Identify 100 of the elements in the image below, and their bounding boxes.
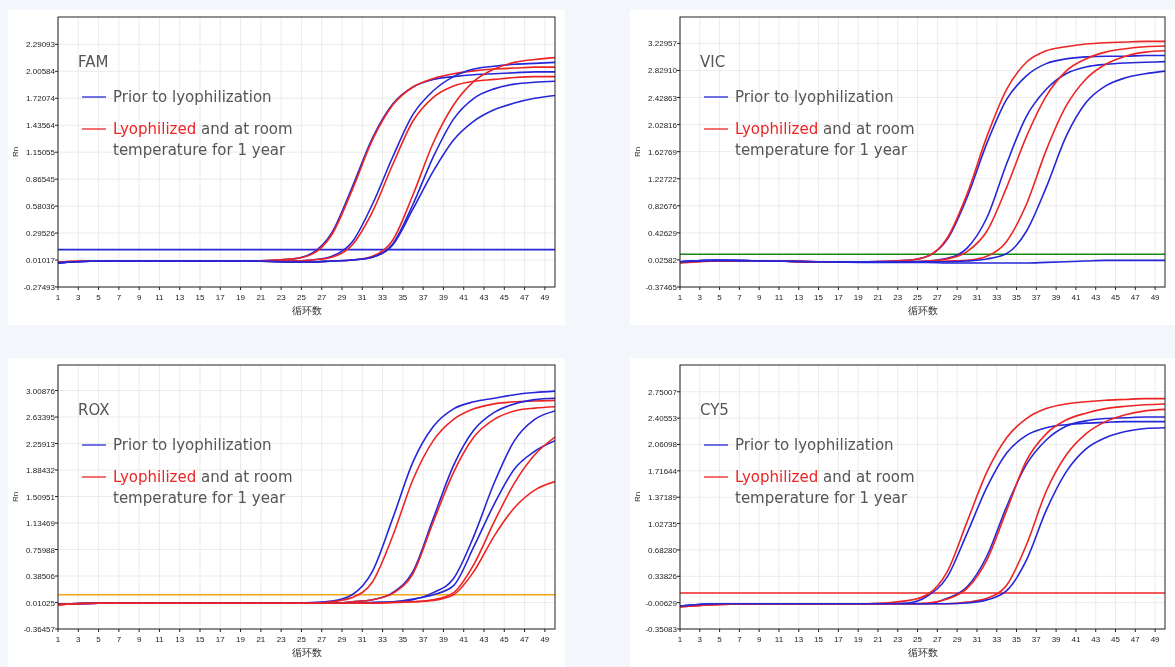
x-tick-label: 11 bbox=[155, 635, 165, 644]
x-tick-label: 35 bbox=[1012, 635, 1022, 644]
x-tick-label: 41 bbox=[459, 293, 469, 302]
legend-label: Lyophilized and at room temperature for 1 year bbox=[113, 120, 293, 159]
y-tick-label: 2.75007 bbox=[648, 387, 678, 397]
x-tick-label: 35 bbox=[1012, 293, 1022, 302]
y-tick-label: 1.71644 bbox=[648, 466, 678, 476]
x-axis-title: 循环数 bbox=[907, 305, 938, 316]
legend-label: Prior to lyophilization bbox=[113, 88, 272, 106]
x-tick-label: 3 bbox=[76, 293, 82, 302]
x-tick-label: 13 bbox=[794, 635, 804, 644]
y-tick-label: 1.37189 bbox=[648, 493, 678, 503]
x-tick-label: 41 bbox=[1071, 293, 1081, 302]
x-tick-label: 45 bbox=[499, 293, 510, 302]
x-tick-label: 43 bbox=[479, 293, 489, 302]
x-tick-label: 19 bbox=[853, 293, 864, 302]
x-tick-label: 39 bbox=[438, 293, 449, 302]
text: ROX bbox=[78, 401, 110, 419]
y-tick-label: 0.58036 bbox=[26, 202, 56, 212]
x-tick-label: 21 bbox=[256, 635, 266, 644]
x-tick-label: 1 bbox=[677, 293, 683, 302]
x-tick-label: 5 bbox=[717, 293, 723, 302]
x-tick-label: 25 bbox=[913, 635, 923, 644]
x-tick-label: 25 bbox=[913, 293, 923, 302]
y-tick-label: 0.02582 bbox=[648, 255, 678, 265]
x-tick-label: 49 bbox=[1150, 635, 1161, 644]
y-axis-title: Rn bbox=[633, 146, 642, 158]
x-tick-label: 31 bbox=[357, 635, 368, 644]
x-tick-label: 33 bbox=[992, 293, 1002, 302]
x-tick-label: 47 bbox=[520, 293, 530, 302]
y-tick-label: 0.01025 bbox=[26, 598, 56, 608]
y-axis-title: Rn bbox=[633, 491, 642, 503]
x-tick-label: 35 bbox=[398, 293, 408, 302]
legend-label: Lyophilized and at room temperature for 1 year bbox=[735, 120, 915, 159]
x-tick-label: 47 bbox=[1130, 293, 1141, 302]
x-tick-label: 27 bbox=[932, 293, 943, 302]
x-tick-label: 17 bbox=[215, 635, 226, 644]
x-tick-label: 21 bbox=[873, 635, 883, 644]
y-tick-label: 1.62769 bbox=[648, 147, 678, 157]
x-tick-label: 7 bbox=[116, 635, 122, 644]
x-tick-label: 17 bbox=[833, 293, 844, 302]
y-tick-label: 0.33826 bbox=[648, 572, 678, 582]
x-tick-label: 33 bbox=[992, 635, 1002, 644]
x-tick-label: 29 bbox=[337, 293, 347, 302]
y-tick-label: -0.37465 bbox=[645, 283, 678, 292]
y-tick-label: 1.72074 bbox=[26, 94, 56, 104]
x-tick-label: 11 bbox=[774, 635, 784, 644]
x-tick-label: 5 bbox=[717, 635, 723, 644]
x-tick-label: 1 bbox=[55, 635, 61, 644]
x-tick-label: 45 bbox=[1111, 293, 1121, 302]
x-tick-label: 3 bbox=[76, 635, 82, 644]
x-tick-label: 31 bbox=[972, 635, 982, 644]
x-tick-label: 39 bbox=[1051, 635, 1062, 644]
y-tick-label: 0.29526 bbox=[26, 229, 56, 239]
x-tick-label: 7 bbox=[737, 293, 743, 302]
x-tick-label: 37 bbox=[1031, 293, 1042, 302]
x-tick-label: 21 bbox=[873, 293, 883, 302]
y-tick-label: 0.68280 bbox=[648, 545, 678, 555]
x-tick-label: 45 bbox=[1111, 635, 1121, 644]
x-tick-label: 23 bbox=[276, 293, 287, 302]
x-tick-label: 15 bbox=[814, 635, 824, 644]
x-tick-label: 43 bbox=[479, 635, 489, 644]
legend-label: Lyophilized and at room temperature for 1 year bbox=[113, 468, 293, 507]
x-tick-label: 15 bbox=[195, 635, 205, 644]
y-tick-label: 1.43564 bbox=[26, 121, 56, 131]
y-tick-label: 1.13469 bbox=[26, 519, 56, 529]
y-tick-label: 1.02735 bbox=[648, 519, 678, 529]
y-tick-label: 2.06098 bbox=[648, 440, 678, 450]
x-tick-label: 7 bbox=[737, 635, 743, 644]
x-tick-label: 21 bbox=[256, 293, 266, 302]
x-tick-label: 23 bbox=[893, 293, 903, 302]
y-axis-title: Rn bbox=[11, 146, 20, 158]
y-tick-label: 2.82910 bbox=[648, 66, 678, 76]
x-tick-label: 41 bbox=[1071, 635, 1081, 644]
legend-label: Prior to lyophilization bbox=[735, 88, 894, 106]
x-axis-title: 循环数 bbox=[907, 647, 938, 658]
x-tick-label: 39 bbox=[1051, 293, 1062, 302]
x-tick-label: 43 bbox=[1091, 635, 1101, 644]
legend-label: Lyophilized and at room temperature for 1 year bbox=[735, 468, 915, 507]
y-tick-label: 1.22722 bbox=[648, 174, 678, 184]
x-tick-label: 49 bbox=[540, 635, 550, 644]
x-tick-label: 19 bbox=[853, 635, 864, 644]
x-tick-label: 17 bbox=[215, 293, 226, 302]
y-tick-label: -0.27493 bbox=[23, 283, 56, 292]
x-tick-label: 47 bbox=[1130, 635, 1141, 644]
x-tick-label: 9 bbox=[136, 293, 142, 302]
text: FAM bbox=[78, 53, 109, 71]
x-tick-label: 23 bbox=[893, 635, 903, 644]
y-tick-label: -0.35083 bbox=[645, 625, 678, 634]
x-tick-label: 11 bbox=[774, 293, 784, 302]
y-tick-label: 1.15055 bbox=[26, 148, 56, 158]
x-tick-label: 39 bbox=[438, 635, 449, 644]
text: VIC bbox=[700, 53, 726, 71]
x-tick-label: 29 bbox=[952, 635, 963, 644]
x-tick-label: 19 bbox=[236, 293, 246, 302]
x-tick-label: 27 bbox=[317, 293, 327, 302]
y-tick-label: 3.00876 bbox=[26, 386, 56, 396]
y-tick-label: 2.00584 bbox=[26, 67, 56, 77]
x-tick-label: 37 bbox=[418, 635, 429, 644]
x-tick-label: 13 bbox=[175, 635, 185, 644]
